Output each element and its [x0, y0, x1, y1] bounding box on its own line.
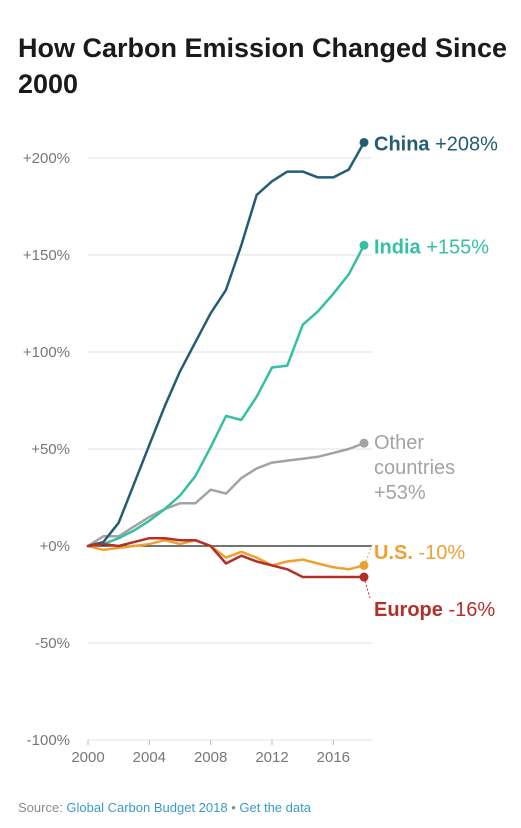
source-prefix: Source:	[18, 800, 67, 815]
series-label-us: U.S. -10%	[374, 542, 465, 564]
source-note: Source: Global Carbon Budget 2018 • Get …	[18, 800, 311, 815]
series-endpoint-europe	[359, 572, 369, 582]
series-label-india: India +155%	[374, 236, 489, 258]
y-tick-label: +100%	[23, 344, 70, 361]
series-value-china: +208%	[430, 133, 499, 155]
chart-title: How Carbon Emission Changed Since 2000	[18, 33, 508, 99]
source-link[interactable]: Global Carbon Budget 2018	[66, 800, 228, 815]
x-tick-label: 2016	[317, 749, 350, 766]
series-value-india: +155%	[421, 236, 490, 258]
series-lines	[86, 137, 369, 582]
series-value-other: +53%	[374, 482, 426, 504]
series-endpoint-us	[359, 560, 369, 570]
chart: +200% +150% +100% +50% +0% -50% -100% 2000 2004…	[23, 133, 498, 766]
series-line-china	[86, 141, 366, 548]
x-axis: 2000 2004 2008 2012 2016	[71, 740, 350, 766]
series-name-other: Other	[374, 432, 424, 454]
series-line-india	[86, 244, 366, 548]
series-name-us: U.S.	[374, 542, 413, 564]
series-line-us	[86, 538, 366, 571]
series-label-europe: Europe -16%	[374, 599, 495, 621]
series-endpoint-other	[359, 438, 369, 448]
series-endpoint-china	[359, 137, 369, 147]
y-tick-label: +0%	[40, 538, 70, 555]
y-tick-label: +150%	[23, 247, 70, 264]
series-name-china: China	[374, 133, 430, 155]
series-value-us: -10%	[413, 542, 465, 564]
series-endpoint-india	[359, 240, 369, 250]
get-data-link[interactable]: Get the data	[239, 800, 311, 815]
y-tick-label: -50%	[35, 635, 70, 652]
source-separator: •	[227, 800, 240, 815]
leader-line-europe	[364, 580, 371, 599]
x-tick-label: 2012	[255, 749, 288, 766]
series-line-other	[86, 441, 366, 548]
series-name-india: India	[374, 236, 422, 258]
leader-line-us	[365, 544, 373, 562]
series-name-other: countries	[374, 457, 455, 479]
series-value-europe: -16%	[443, 599, 495, 621]
series-line-europe	[86, 536, 366, 579]
series-labels: China +208% India +155% U.S. -10% Europe -1…	[364, 133, 498, 621]
y-tick-label: +200%	[23, 150, 70, 167]
x-tick-label: 2000	[71, 749, 104, 766]
series-label-china: China +208%	[374, 133, 498, 155]
y-tick-label: -100%	[27, 732, 70, 749]
x-tick-label: 2004	[133, 749, 166, 766]
grid	[88, 157, 372, 741]
y-tick-label: +50%	[31, 441, 70, 458]
x-tick-label: 2008	[194, 749, 227, 766]
series-name-europe: Europe	[374, 599, 443, 621]
y-axis: +200% +150% +100% +50% +0% -50% -100%	[23, 150, 70, 749]
